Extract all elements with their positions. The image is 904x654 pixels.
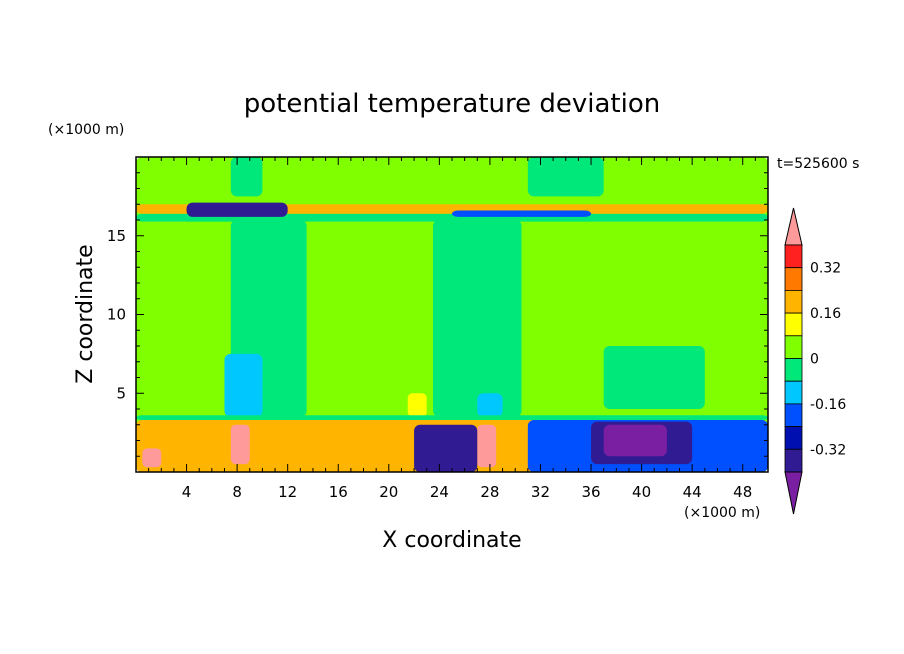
colorbar-band — [784, 267, 803, 291]
x-tick-label: 16 — [329, 483, 348, 501]
x-tick-label: 28 — [480, 483, 499, 501]
field-region-13 — [136, 415, 768, 421]
x-axis-title: X coordinate — [382, 528, 521, 553]
colorbar-band — [784, 335, 803, 359]
field-region-7 — [407, 393, 427, 417]
x-tick-label: 4 — [182, 483, 192, 501]
colorbar-band — [784, 289, 803, 314]
colorbar: 0.32 0.16 0 -0.16 -0.32 — [784, 207, 846, 515]
x-tick-label: 48 — [733, 483, 752, 501]
x-tick-label: 44 — [683, 483, 702, 501]
colorbar-band — [784, 448, 803, 473]
x-tick-label: 24 — [430, 483, 449, 501]
colorbar-band — [784, 426, 803, 450]
x-tick-label: 20 — [379, 483, 398, 501]
field-region-9 — [136, 213, 768, 222]
y-tick-label: 10 — [107, 306, 126, 324]
time-label: t=525600 s — [777, 156, 859, 172]
y-tick-label: 5 — [116, 384, 126, 402]
field-region-20 — [477, 424, 497, 468]
colorbar-tick-label: 0 — [810, 352, 819, 368]
field-region-4 — [230, 157, 263, 197]
y-tick-label: 15 — [107, 227, 126, 245]
chart-title: potential temperature deviation — [244, 89, 660, 119]
colorbar-max-arrow — [784, 207, 803, 246]
field-region-12 — [452, 210, 592, 217]
colorbar-band — [784, 403, 803, 427]
colorbar-min-arrow — [784, 471, 803, 515]
field-region-5 — [527, 157, 604, 197]
field-region-2 — [433, 220, 522, 417]
field-region-8 — [477, 393, 503, 417]
field-region-18 — [142, 448, 162, 468]
x-tick-label: 40 — [632, 483, 651, 501]
x-tick-label: 36 — [581, 483, 600, 501]
colorbar-tick-label: 0.32 — [810, 261, 841, 277]
field-region-17 — [603, 424, 667, 457]
x-tick-label: 12 — [278, 483, 297, 501]
x-unit-label: (×1000 m) — [684, 505, 760, 521]
y-axis-title: Z coordinate — [73, 244, 98, 383]
y-unit-label: (×1000 m) — [48, 122, 124, 138]
colorbar-tick-label: 0.16 — [810, 306, 841, 322]
field-region-21 — [414, 424, 478, 472]
contour-field — [136, 157, 768, 472]
field-region-19 — [230, 424, 250, 465]
field-region-6 — [224, 353, 263, 417]
colorbar-band — [784, 244, 803, 269]
x-tick-label: 8 — [232, 483, 242, 501]
colorbar-band — [784, 312, 803, 337]
colorbar-tick-label: -0.16 — [810, 397, 846, 413]
field-region-11 — [186, 202, 288, 217]
field-region-3 — [603, 346, 705, 409]
colorbar-band — [784, 358, 803, 382]
field-region-10 — [136, 204, 768, 214]
colorbar-band — [784, 380, 803, 405]
x-tick-label: 32 — [531, 483, 550, 501]
colorbar-tick-label: -0.32 — [810, 442, 846, 458]
